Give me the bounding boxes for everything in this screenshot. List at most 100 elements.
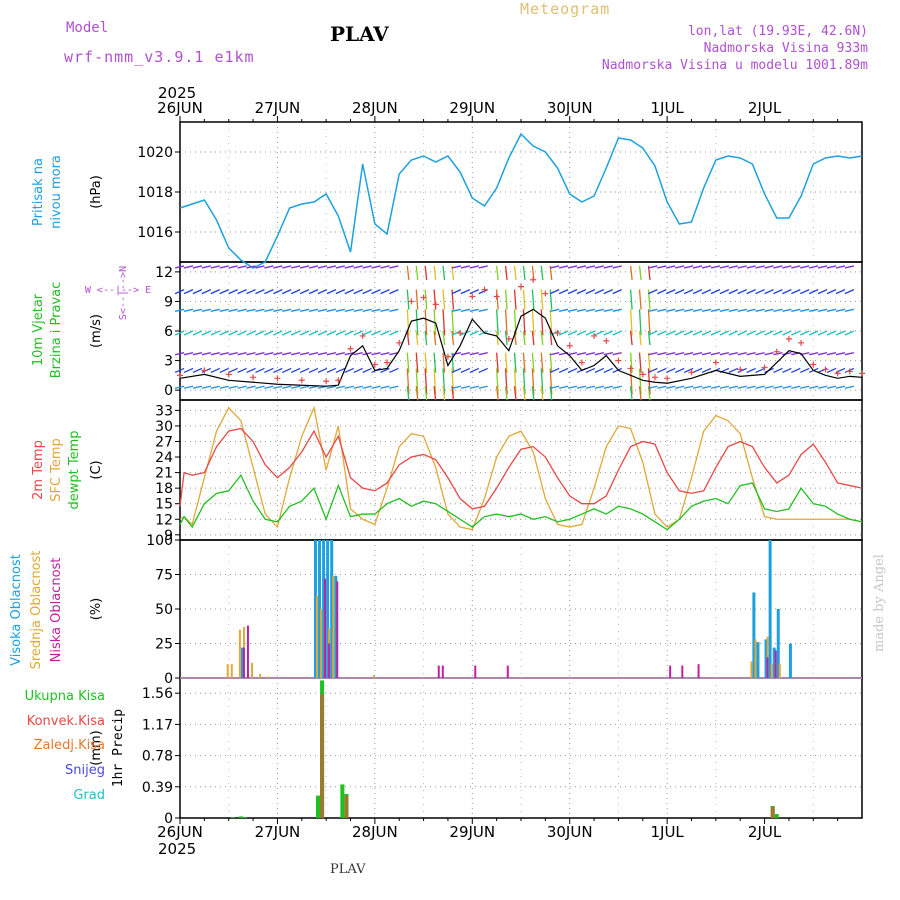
wind-gust-marker — [664, 375, 671, 382]
wind-arrow — [755, 308, 765, 312]
wind-arrow — [246, 385, 256, 389]
wind-arrow — [701, 367, 712, 374]
cloud-ylabel: (%) — [89, 598, 104, 621]
wind-arrow — [531, 309, 535, 336]
wind-arrow — [362, 308, 372, 312]
wind-arrow — [504, 330, 508, 346]
wind-arrow — [594, 265, 604, 269]
wind-arrow — [433, 330, 437, 346]
date-tick-bottom: 29JUN — [449, 823, 495, 841]
wind-arrow — [773, 265, 783, 269]
wind-arrow — [728, 265, 738, 269]
wind-arrow — [290, 289, 301, 295]
elevation: Nadmorska Visina 933m — [703, 41, 868, 56]
wind-arrow — [746, 385, 756, 389]
wind-arrow — [773, 352, 783, 356]
wind-arrow — [719, 330, 730, 336]
wind-arrow — [415, 309, 419, 336]
cloud-mid-bar — [332, 575, 335, 678]
wind-arrow — [326, 352, 337, 356]
cloud-high-bar — [768, 540, 772, 678]
wind-arrow — [692, 265, 703, 269]
wind-arrow — [335, 367, 346, 374]
wind-gust-marker — [688, 369, 695, 376]
wind-arrow — [290, 367, 301, 374]
cloud-mid-bar — [251, 662, 254, 678]
wind-arrow — [683, 385, 694, 389]
wind-arrow — [299, 352, 310, 356]
wind-arrow — [317, 330, 328, 336]
precip-legend-1: Konvek.Kisa — [27, 714, 105, 729]
wind-arrow — [424, 386, 428, 401]
wind-arrow — [281, 330, 292, 336]
wind-arrow — [362, 367, 372, 374]
precip-ytick-label: 0.39 — [142, 780, 173, 796]
wind-ytick-label: 6 — [164, 324, 173, 340]
wind-arrow — [174, 385, 185, 389]
wind-arrow — [657, 367, 667, 374]
wind-arrow — [255, 385, 265, 389]
wind-arrow — [612, 367, 622, 374]
temp-2m-line — [179, 427, 863, 510]
wind-arrow — [719, 308, 729, 312]
wind-arrow — [755, 385, 765, 389]
wind-arrow — [442, 368, 446, 395]
wind-arrow — [799, 289, 810, 295]
wind-arrow — [362, 385, 372, 389]
wind-arrow — [469, 352, 479, 356]
wind-arrow — [433, 265, 437, 281]
wind-arrow — [550, 352, 560, 356]
precip-conv-bar — [320, 694, 325, 818]
wind-arrow — [451, 367, 462, 374]
wind-arrow — [219, 367, 229, 374]
wind-arrow — [424, 309, 428, 336]
wind-ytick-label: 12 — [155, 265, 173, 281]
wind-gust-marker — [530, 276, 537, 283]
wind-arrow — [522, 386, 526, 401]
wind-arrow — [219, 352, 229, 356]
wind-arrow — [406, 386, 410, 401]
wind-arrow — [389, 352, 399, 356]
wind-arrow — [478, 352, 488, 356]
wind-arrow — [246, 352, 256, 356]
wind-arrow — [478, 385, 488, 389]
wind-arrow — [522, 330, 526, 346]
wind-arrow — [710, 330, 721, 336]
wind-arrow — [549, 367, 560, 374]
wind-arrow — [415, 330, 419, 346]
wind-arrow — [406, 309, 410, 336]
wind-arrow — [192, 385, 203, 389]
wind-arrow — [469, 367, 480, 374]
wind-arrow — [817, 289, 828, 295]
wind-arrow — [585, 385, 596, 389]
temperature-ytick-label: 9 — [164, 528, 173, 544]
wind-arrow — [638, 368, 642, 395]
wind-arrow — [657, 289, 667, 295]
wind-arrow — [782, 308, 792, 312]
cloud-mid-bar — [750, 661, 753, 678]
wind-gust-marker — [481, 286, 488, 293]
wind-arrow — [594, 308, 604, 312]
wind-arrow — [433, 352, 437, 373]
wind-arrow — [308, 265, 319, 269]
wind-gust-marker — [396, 339, 403, 346]
wind-gust-marker — [371, 361, 378, 368]
wind-ytick-label: 3 — [164, 354, 173, 370]
wind-arrow — [719, 385, 729, 389]
wind-arrow — [451, 308, 462, 312]
wind-arrow — [513, 386, 517, 401]
wind-arrow — [675, 352, 685, 356]
date-tick-top: 1JUL — [650, 99, 684, 117]
wind-arrow — [495, 352, 499, 373]
precip-conv-bar — [344, 795, 349, 818]
wind-arrow — [799, 367, 810, 374]
wind-arrow — [826, 330, 837, 336]
wind-arrow — [612, 308, 622, 312]
wind-arrow — [558, 289, 569, 295]
wind-arrow — [442, 289, 446, 310]
wind-arrow — [478, 265, 488, 269]
wind-arrow — [773, 367, 783, 374]
wind-arrow — [380, 352, 390, 356]
date-tick-bottom: 2JUL — [748, 823, 782, 841]
wind-arrow — [638, 386, 642, 401]
